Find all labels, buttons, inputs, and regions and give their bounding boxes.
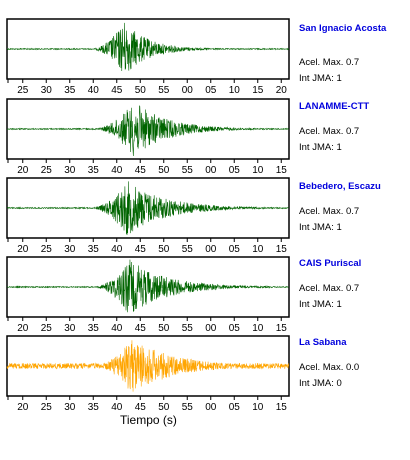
x-tick-label: 45 [135, 323, 147, 334]
x-tick-label: 40 [111, 402, 123, 413]
station-name: La Sabana [299, 337, 347, 348]
station-label-block: LANAMME-CTT Acel. Max. 0.7 Int JMA: 1 [299, 101, 409, 154]
max-acceleration: Acel. Max. 0.0 [299, 362, 360, 373]
x-tick-label: 15 [276, 165, 288, 176]
x-tick-label: 25 [41, 165, 53, 176]
seismogram-panel: 20 25 30 35 40 45 50 55 00 05 10 15 [6, 98, 290, 176]
station-label-block: La Sabana Acel. Max. 0.0 Int JMA: 0 [299, 337, 409, 390]
max-acceleration: Acel. Max. 0.7 [299, 57, 360, 68]
jma-intensity: Int JMA: 0 [299, 378, 342, 389]
seismogram-panel: 20 25 30 35 40 45 50 55 00 05 10 15 [6, 177, 290, 255]
station-label-block: Bebedero, Escazu Acel. Max. 0.7 Int JMA:… [299, 181, 409, 234]
x-tick-label: 00 [205, 323, 217, 334]
x-tick-label: 55 [182, 323, 194, 334]
x-tick-label: 40 [111, 323, 123, 334]
x-tick-label: 20 [17, 165, 29, 176]
x-tick-label: 30 [64, 323, 76, 334]
x-tick-label: 50 [158, 165, 170, 176]
seismogram-panel: 25 30 35 40 45 50 55 00 05 10 15 20 [6, 18, 290, 96]
x-tick-label: 20 [17, 323, 29, 334]
x-tick-label: 25 [41, 402, 53, 413]
x-tick-label: 15 [276, 402, 288, 413]
x-tick-label: 40 [111, 165, 123, 176]
station-name: CAIS Puriscal [299, 258, 362, 269]
x-tick-label: 45 [135, 165, 147, 176]
jma-intensity: Int JMA: 1 [299, 222, 342, 233]
x-tick-label: 25 [17, 85, 29, 96]
x-tick-label: 05 [229, 244, 241, 255]
x-tick-label: 45 [135, 244, 147, 255]
x-tick-label: 20 [17, 244, 29, 255]
jma-intensity: Int JMA: 1 [299, 73, 342, 84]
jma-intensity: Int JMA: 1 [299, 299, 342, 310]
x-tick-label: 50 [158, 244, 170, 255]
x-tick-label: 50 [158, 323, 170, 334]
x-tick-label: 55 [182, 244, 194, 255]
x-tick-label: 10 [229, 85, 241, 96]
x-tick-label: 30 [41, 85, 53, 96]
jma-intensity: Int JMA: 1 [299, 142, 342, 153]
x-tick-label: 05 [205, 85, 217, 96]
station-label-block: CAIS Puriscal Acel. Max. 0.7 Int JMA: 1 [299, 258, 409, 311]
waveform-trace [6, 340, 290, 392]
x-tick-label: 00 [205, 402, 217, 413]
x-tick-label: 30 [64, 244, 76, 255]
x-tick-label: 20 [17, 402, 29, 413]
x-tick-label: 10 [252, 402, 264, 413]
x-tick-label: 45 [111, 85, 123, 96]
x-tick-label: 35 [64, 85, 76, 96]
x-tick-label: 35 [88, 323, 100, 334]
station-name: LANAMME-CTT [299, 101, 370, 112]
x-tick-label: 20 [276, 85, 288, 96]
station-name: Bebedero, Escazu [299, 181, 381, 192]
x-tick-label: 50 [135, 85, 147, 96]
x-tick-label: 15 [276, 244, 288, 255]
x-tick-label: 55 [182, 165, 194, 176]
waveform-trace [6, 181, 289, 235]
x-tick-label: 40 [111, 244, 123, 255]
waveform-trace [6, 105, 289, 156]
max-acceleration: Acel. Max. 0.7 [299, 206, 360, 217]
x-tick-label: 15 [252, 85, 264, 96]
x-tick-label: 35 [88, 402, 100, 413]
x-tick-label: 05 [229, 402, 241, 413]
x-tick-label: 25 [41, 244, 53, 255]
waveform-trace [6, 259, 289, 313]
max-acceleration: Acel. Max. 0.7 [299, 126, 360, 137]
x-tick-label: 55 [158, 85, 170, 96]
x-tick-label: 30 [64, 165, 76, 176]
station-name: San Ignacio Acosta [299, 23, 387, 34]
x-tick-label: 45 [135, 402, 147, 413]
x-tick-label: 05 [229, 323, 241, 334]
x-tick-label: 15 [276, 323, 288, 334]
x-tick-label: 25 [41, 323, 53, 334]
x-tick-label: 50 [158, 402, 170, 413]
station-label-block: San Ignacio Acosta Acel. Max. 0.7 Int JM… [299, 23, 409, 85]
x-tick-label: 10 [252, 323, 264, 334]
x-tick-label: 00 [182, 85, 194, 96]
x-tick-label: 10 [252, 244, 264, 255]
seismogram-panel: 20 25 30 35 40 45 50 55 00 05 10 15 [6, 256, 290, 334]
x-tick-label: 30 [64, 402, 76, 413]
seismogram-panel: 20 25 30 35 40 45 50 55 00 05 10 15 [6, 335, 290, 413]
x-tick-label: 10 [252, 165, 264, 176]
waveform-trace [6, 22, 289, 72]
max-acceleration: Acel. Max. 0.7 [299, 283, 360, 294]
x-axis-title: Tiempo (s) [120, 413, 177, 427]
x-tick-label: 35 [88, 165, 100, 176]
x-tick-label: 05 [229, 165, 241, 176]
x-tick-label: 35 [88, 244, 100, 255]
x-tick-label: 00 [205, 165, 217, 176]
x-tick-label: 55 [182, 402, 194, 413]
x-tick-label: 00 [205, 244, 217, 255]
x-tick-label: 40 [88, 85, 100, 96]
